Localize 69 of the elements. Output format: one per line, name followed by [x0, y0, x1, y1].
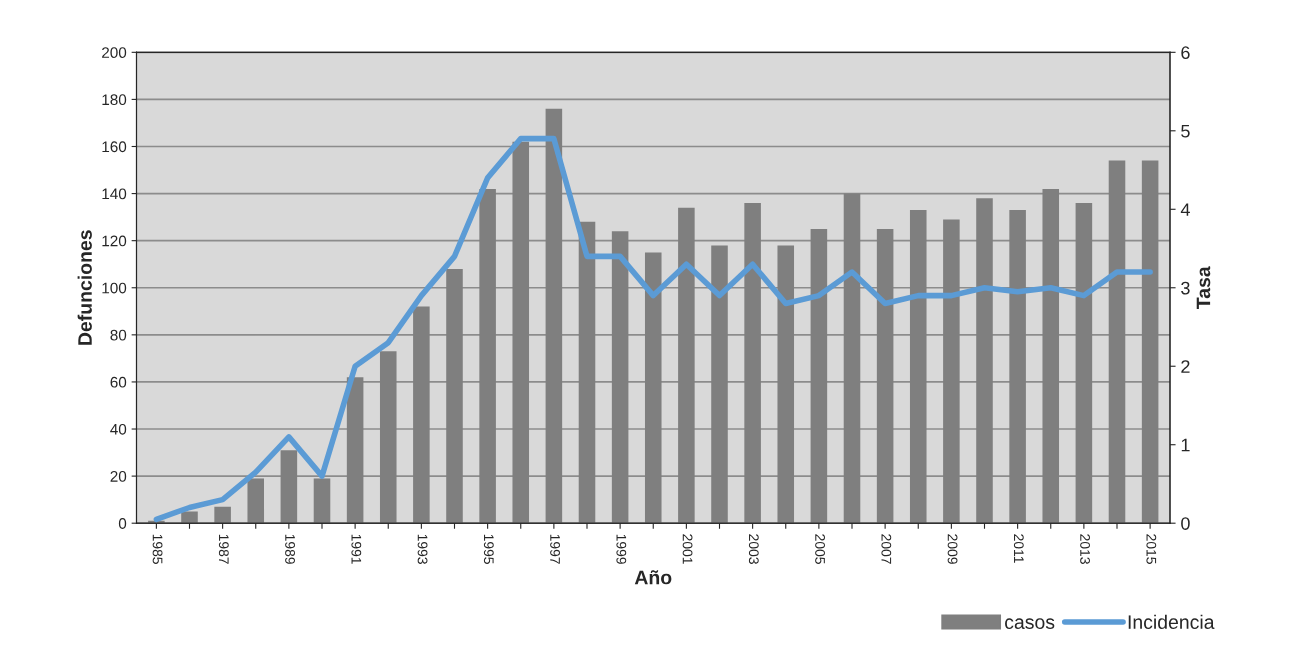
legend-label: Incidencia	[1128, 614, 1215, 629]
y-tick-label: 180	[102, 94, 127, 106]
bar	[909, 210, 927, 524]
x-tick-label: 1985	[152, 534, 163, 564]
bar	[1108, 160, 1126, 524]
bar	[1009, 210, 1026, 524]
bar	[247, 478, 265, 524]
bar	[1075, 203, 1093, 524]
x-tick-label: 2005	[815, 534, 825, 564]
bar	[611, 231, 629, 524]
y2-tick-label: 5	[1181, 124, 1190, 138]
bar	[1141, 160, 1159, 524]
x-tick-label: 2007	[881, 534, 892, 564]
legend-label: casos	[1005, 618, 1055, 629]
bar	[214, 506, 231, 524]
y-tick-label: 200	[102, 47, 127, 59]
bar	[479, 188, 496, 524]
y-tick-label: 120	[102, 235, 127, 247]
x-tick-label: 2015	[1146, 534, 1157, 564]
bar	[644, 252, 662, 524]
bar	[943, 219, 960, 524]
y-tick-label: 100	[102, 282, 127, 294]
y2-tick-label: 0	[1181, 517, 1190, 530]
bar	[578, 221, 596, 524]
y2-tick-label: 6	[1181, 46, 1190, 60]
y-tick-label: 60	[110, 376, 127, 388]
bar	[976, 198, 993, 524]
bar	[181, 511, 198, 524]
y-tick-label: 80	[110, 329, 127, 341]
y2-tick-label: 2	[1181, 360, 1190, 373]
y2-axis-title: Tasa	[1196, 266, 1211, 309]
bar	[744, 203, 761, 524]
bar	[413, 306, 430, 524]
y-tick-label: 0	[118, 518, 127, 529]
x-tick-label: 1997	[550, 534, 560, 564]
x-tick-label: 1989	[285, 534, 295, 564]
bar	[379, 351, 397, 524]
bar	[313, 478, 331, 524]
y2-tick-label: 1	[1181, 438, 1190, 452]
x-tick-label: 2001	[682, 534, 693, 564]
bar	[711, 245, 728, 524]
x-tick-label: 1995	[483, 534, 494, 564]
x-tick-label: 2003	[748, 534, 759, 564]
x-axis-title: Año	[634, 570, 672, 585]
bar	[446, 268, 463, 524]
bar	[280, 450, 298, 524]
bar	[810, 228, 828, 524]
bar	[545, 108, 563, 524]
bar	[1042, 188, 1060, 524]
x-tick-label: 1987	[218, 534, 229, 564]
x-tick-label: 1993	[417, 534, 428, 564]
x-tick-label: 2011	[1013, 534, 1024, 563]
x-tick-label: 2009	[947, 534, 958, 564]
bar	[346, 377, 364, 524]
y-tick-label: 40	[110, 423, 127, 435]
y2-tick-label: 4	[1180, 203, 1190, 216]
y-axis-title: Defunciones	[77, 230, 92, 345]
y-tick-label: 160	[102, 141, 127, 153]
bar	[876, 228, 894, 524]
x-tick-label: 2013	[1080, 534, 1090, 564]
y2-tick-label: 3	[1181, 281, 1190, 295]
x-tick-label: 1991	[351, 534, 362, 564]
x-tick-label: 1999	[616, 534, 627, 564]
y-tick-label: 20	[110, 470, 127, 482]
bar	[843, 193, 861, 524]
bar	[777, 245, 795, 524]
bar	[678, 207, 695, 524]
y-tick-label: 140	[102, 188, 127, 200]
bar	[512, 141, 530, 524]
